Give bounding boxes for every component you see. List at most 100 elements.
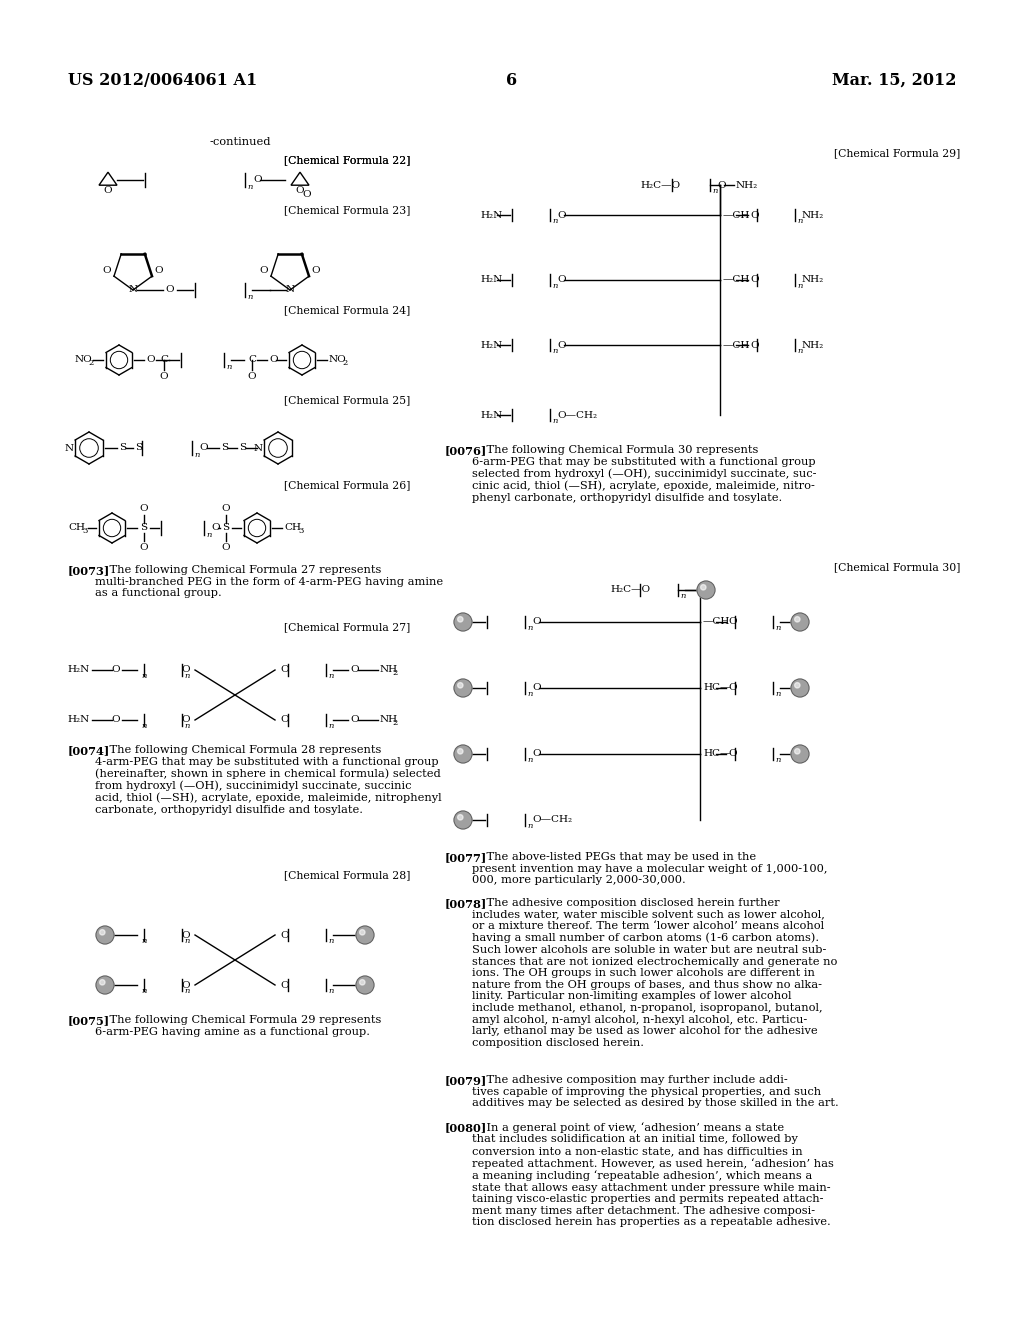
Text: [Chemical Formula 30]: [Chemical Formula 30] [834, 562, 961, 572]
Text: O: O [259, 267, 268, 275]
Text: O: O [557, 276, 565, 285]
Text: C: C [248, 355, 256, 364]
Text: [Chemical Formula 25]: [Chemical Formula 25] [284, 395, 410, 405]
Text: O: O [221, 504, 230, 513]
Text: O: O [532, 750, 541, 759]
Text: n: n [797, 347, 803, 355]
Text: HC—: HC— [703, 750, 730, 759]
Text: N: N [128, 285, 137, 294]
Text: O: O [303, 190, 311, 199]
Text: NH₂: NH₂ [802, 210, 824, 219]
Text: O: O [750, 276, 759, 285]
Text: H₂C—O: H₂C—O [610, 586, 650, 594]
Text: O: O [181, 981, 190, 990]
Circle shape [356, 975, 374, 994]
Text: O: O [311, 267, 319, 275]
Text: H₂N: H₂N [68, 715, 90, 725]
Text: O: O [181, 931, 190, 940]
Text: 3: 3 [298, 527, 303, 535]
Text: O: O [728, 750, 736, 759]
Text: S: S [135, 444, 142, 453]
Text: NO: NO [329, 355, 347, 364]
Text: [0080]: [0080] [445, 1122, 487, 1133]
Text: O: O [728, 684, 736, 693]
Text: —CH: —CH [723, 276, 751, 285]
Text: O: O [102, 267, 111, 275]
Text: n: n [328, 987, 334, 995]
Text: O: O [154, 267, 163, 275]
Circle shape [458, 616, 463, 622]
Text: n: n [184, 987, 189, 995]
Text: Mar. 15, 2012: Mar. 15, 2012 [831, 73, 956, 88]
Text: O: O [750, 341, 759, 350]
Text: H₂N: H₂N [480, 411, 502, 420]
Text: O: O [280, 665, 289, 675]
Text: N: N [65, 444, 73, 453]
Text: [Chemical Formula 29]: [Chemical Formula 29] [834, 148, 961, 158]
Text: [0077]: [0077] [445, 851, 487, 863]
Text: O: O [532, 618, 541, 627]
Text: n: n [328, 937, 334, 945]
Text: [Chemical Formula 22]: [Chemical Formula 22] [284, 154, 410, 165]
Text: The following Chemical Formula 28 represents
4-arm-PEG that may be substituted w: The following Chemical Formula 28 repres… [95, 744, 441, 814]
Text: n: n [206, 531, 211, 539]
Text: O: O [717, 181, 726, 190]
Text: [0076]: [0076] [445, 445, 487, 455]
Text: O: O [103, 186, 113, 195]
Text: -continued: -continued [209, 137, 270, 147]
Text: O—CH₂: O—CH₂ [532, 816, 572, 825]
Text: O: O [280, 931, 289, 940]
Text: 2: 2 [392, 719, 397, 727]
Text: O: O [248, 372, 256, 381]
Text: 2: 2 [342, 359, 347, 367]
Text: n: n [328, 722, 334, 730]
Text: —CH: —CH [723, 341, 751, 350]
Text: US 2012/0064061 A1: US 2012/0064061 A1 [68, 73, 257, 88]
Text: O: O [139, 504, 148, 513]
Text: S: S [119, 444, 126, 453]
Text: n: n [552, 417, 557, 425]
Text: S: S [239, 444, 246, 453]
Text: The adhesive composition disclosed herein further
includes water, water miscible: The adhesive composition disclosed herei… [472, 898, 838, 1048]
Text: N: N [286, 285, 295, 294]
Text: O: O [211, 524, 219, 532]
Text: [0078]: [0078] [445, 898, 487, 909]
Text: [Chemical Formula 27]: [Chemical Formula 27] [284, 622, 410, 632]
Circle shape [356, 927, 374, 944]
Text: H₂N: H₂N [480, 210, 502, 219]
Text: n: n [184, 937, 189, 945]
Text: H₂N: H₂N [480, 341, 502, 350]
Text: n: n [527, 756, 532, 764]
Text: O: O [166, 285, 174, 294]
Circle shape [454, 678, 472, 697]
Circle shape [791, 612, 809, 631]
Text: n: n [527, 624, 532, 632]
Text: N: N [253, 444, 262, 453]
Text: H₂C—O: H₂C—O [640, 181, 680, 190]
Text: O: O [221, 543, 230, 552]
Text: [0075]: [0075] [68, 1015, 111, 1026]
Text: O: O [728, 618, 736, 627]
Text: NH₂: NH₂ [736, 181, 758, 190]
Text: [Chemical Formula 22]: [Chemical Formula 22] [284, 154, 410, 165]
Text: n: n [552, 347, 557, 355]
Circle shape [458, 814, 463, 820]
Text: n: n [527, 822, 532, 830]
Text: n: n [328, 672, 334, 680]
Text: n: n [184, 672, 189, 680]
Text: n: n [247, 293, 252, 301]
Text: n: n [141, 722, 146, 730]
Text: O: O [350, 665, 358, 675]
Text: [Chemical Formula 26]: [Chemical Formula 26] [284, 480, 410, 490]
Text: O: O [557, 341, 565, 350]
Text: [0079]: [0079] [445, 1074, 487, 1086]
Circle shape [359, 929, 365, 935]
Text: O: O [296, 186, 304, 195]
Text: n: n [184, 722, 189, 730]
Text: n: n [552, 282, 557, 290]
Text: n: n [141, 672, 146, 680]
Text: NH₂: NH₂ [802, 276, 824, 285]
Text: O: O [557, 210, 565, 219]
Text: —CH: —CH [723, 210, 751, 219]
Circle shape [697, 581, 715, 599]
